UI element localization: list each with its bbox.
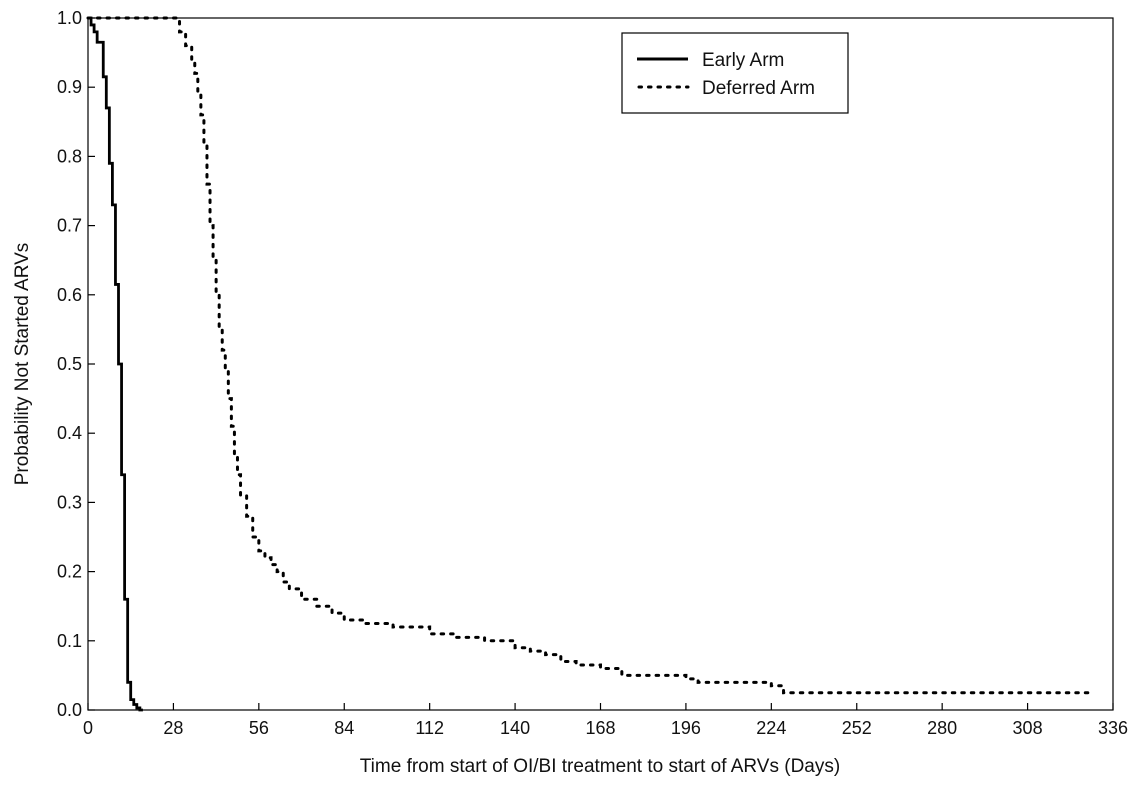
y-tick-label: 0.4: [57, 423, 82, 443]
x-tick-label: 196: [671, 718, 701, 738]
y-tick-label: 0.5: [57, 354, 82, 374]
x-tick-label: 168: [585, 718, 615, 738]
x-tick-label: 84: [334, 718, 354, 738]
y-tick-label: 0.2: [57, 562, 82, 582]
y-tick-label: 0.3: [57, 492, 82, 512]
x-tick-label: 224: [756, 718, 786, 738]
x-tick-label: 28: [163, 718, 183, 738]
y-tick-label: 1.0: [57, 8, 82, 28]
y-tick-label: 0.7: [57, 216, 82, 236]
x-tick-label: 252: [842, 718, 872, 738]
series-layer: [86, 16, 1094, 712]
x-tick-label: 56: [249, 718, 269, 738]
y-axis-ticks: 0.0 0.1 0.2 0.3 0.4 0.5 0.6 0.7 0.8 0.9 1.0: [57, 8, 95, 720]
legend-label-early-arm: Early Arm: [702, 50, 784, 71]
series-line-early-arm: [88, 16, 143, 712]
legend-box: [621, 32, 849, 114]
x-axis-ticks: 0 28 56 84 112 140 168 196 224 252 280 308 336: [83, 703, 1128, 738]
series-line-deferred-arm: [86, 16, 1094, 695]
x-tick-label: 112: [415, 718, 444, 738]
legend: Early Arm Deferred Arm: [621, 32, 849, 114]
plot-frame: [87, 17, 1114, 711]
x-axis-title: Time from start of OI/BI treatment to st…: [360, 756, 840, 777]
x-tick-label: 308: [1013, 718, 1043, 738]
y-tick-label: 0.8: [57, 146, 82, 166]
x-tick-label: 280: [927, 718, 957, 738]
legend-label-deferred-arm: Deferred Arm: [702, 78, 815, 99]
x-tick-label: 336: [1098, 718, 1128, 738]
x-tick-label: 140: [500, 718, 530, 738]
y-tick-label: 0.1: [57, 631, 82, 651]
y-tick-label: 0.0: [57, 700, 82, 720]
y-tick-label: 0.6: [57, 285, 82, 305]
x-tick-label: 0: [83, 718, 93, 738]
y-axis-title: Probability Not Started ARVs: [12, 243, 33, 486]
y-tick-label: 0.9: [57, 77, 82, 97]
